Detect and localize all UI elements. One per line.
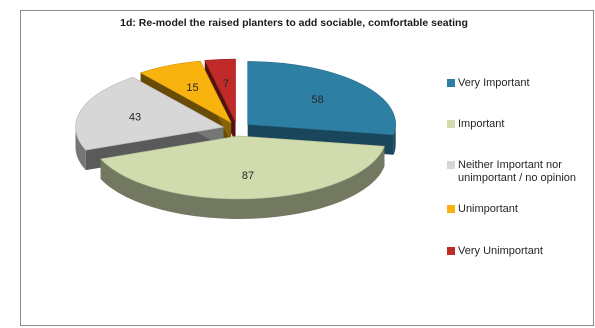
slice-rim — [75, 127, 86, 171]
chart-frame: 1d: Re-model the raised planters to add … — [20, 10, 594, 326]
legend-label: Important — [458, 118, 505, 130]
slice-rim — [393, 124, 396, 155]
legend-swatch — [447, 205, 455, 213]
pie-slice-very-unimportant — [204, 58, 236, 123]
slice-value-label: 7 — [223, 78, 229, 90]
pie-slice-important — [100, 135, 385, 200]
slice-value-label: 43 — [129, 112, 141, 124]
legend-label: Very Unimportant — [458, 245, 543, 257]
legend-label: Very Important — [458, 77, 530, 89]
slice-value-label: 87 — [242, 170, 254, 182]
pie-chart: 58 87 43 15 7 — [75, 58, 396, 219]
pie-slice-very-important — [247, 61, 396, 136]
legend-swatch — [447, 120, 455, 128]
legend-label: Unimportant — [458, 203, 518, 215]
legend-swatch — [447, 79, 455, 87]
slice-value-label: 58 — [312, 94, 324, 106]
pie-slice-neither-important-nor-unimportant-no-opinion — [75, 76, 225, 151]
pie-tops — [75, 58, 396, 200]
slice-value-label: 15 — [186, 82, 198, 94]
slice-rim — [100, 146, 385, 219]
pie-labels: 58 87 43 15 7 — [129, 78, 324, 182]
pie-slice-unimportant — [139, 60, 232, 124]
legend-swatch — [447, 161, 455, 169]
chart-title: 1d: Re-model the raised planters to add … — [120, 17, 468, 29]
legend-label: Neither Important nor unimportant / no op… — [458, 159, 577, 184]
legend-swatch — [447, 247, 455, 255]
